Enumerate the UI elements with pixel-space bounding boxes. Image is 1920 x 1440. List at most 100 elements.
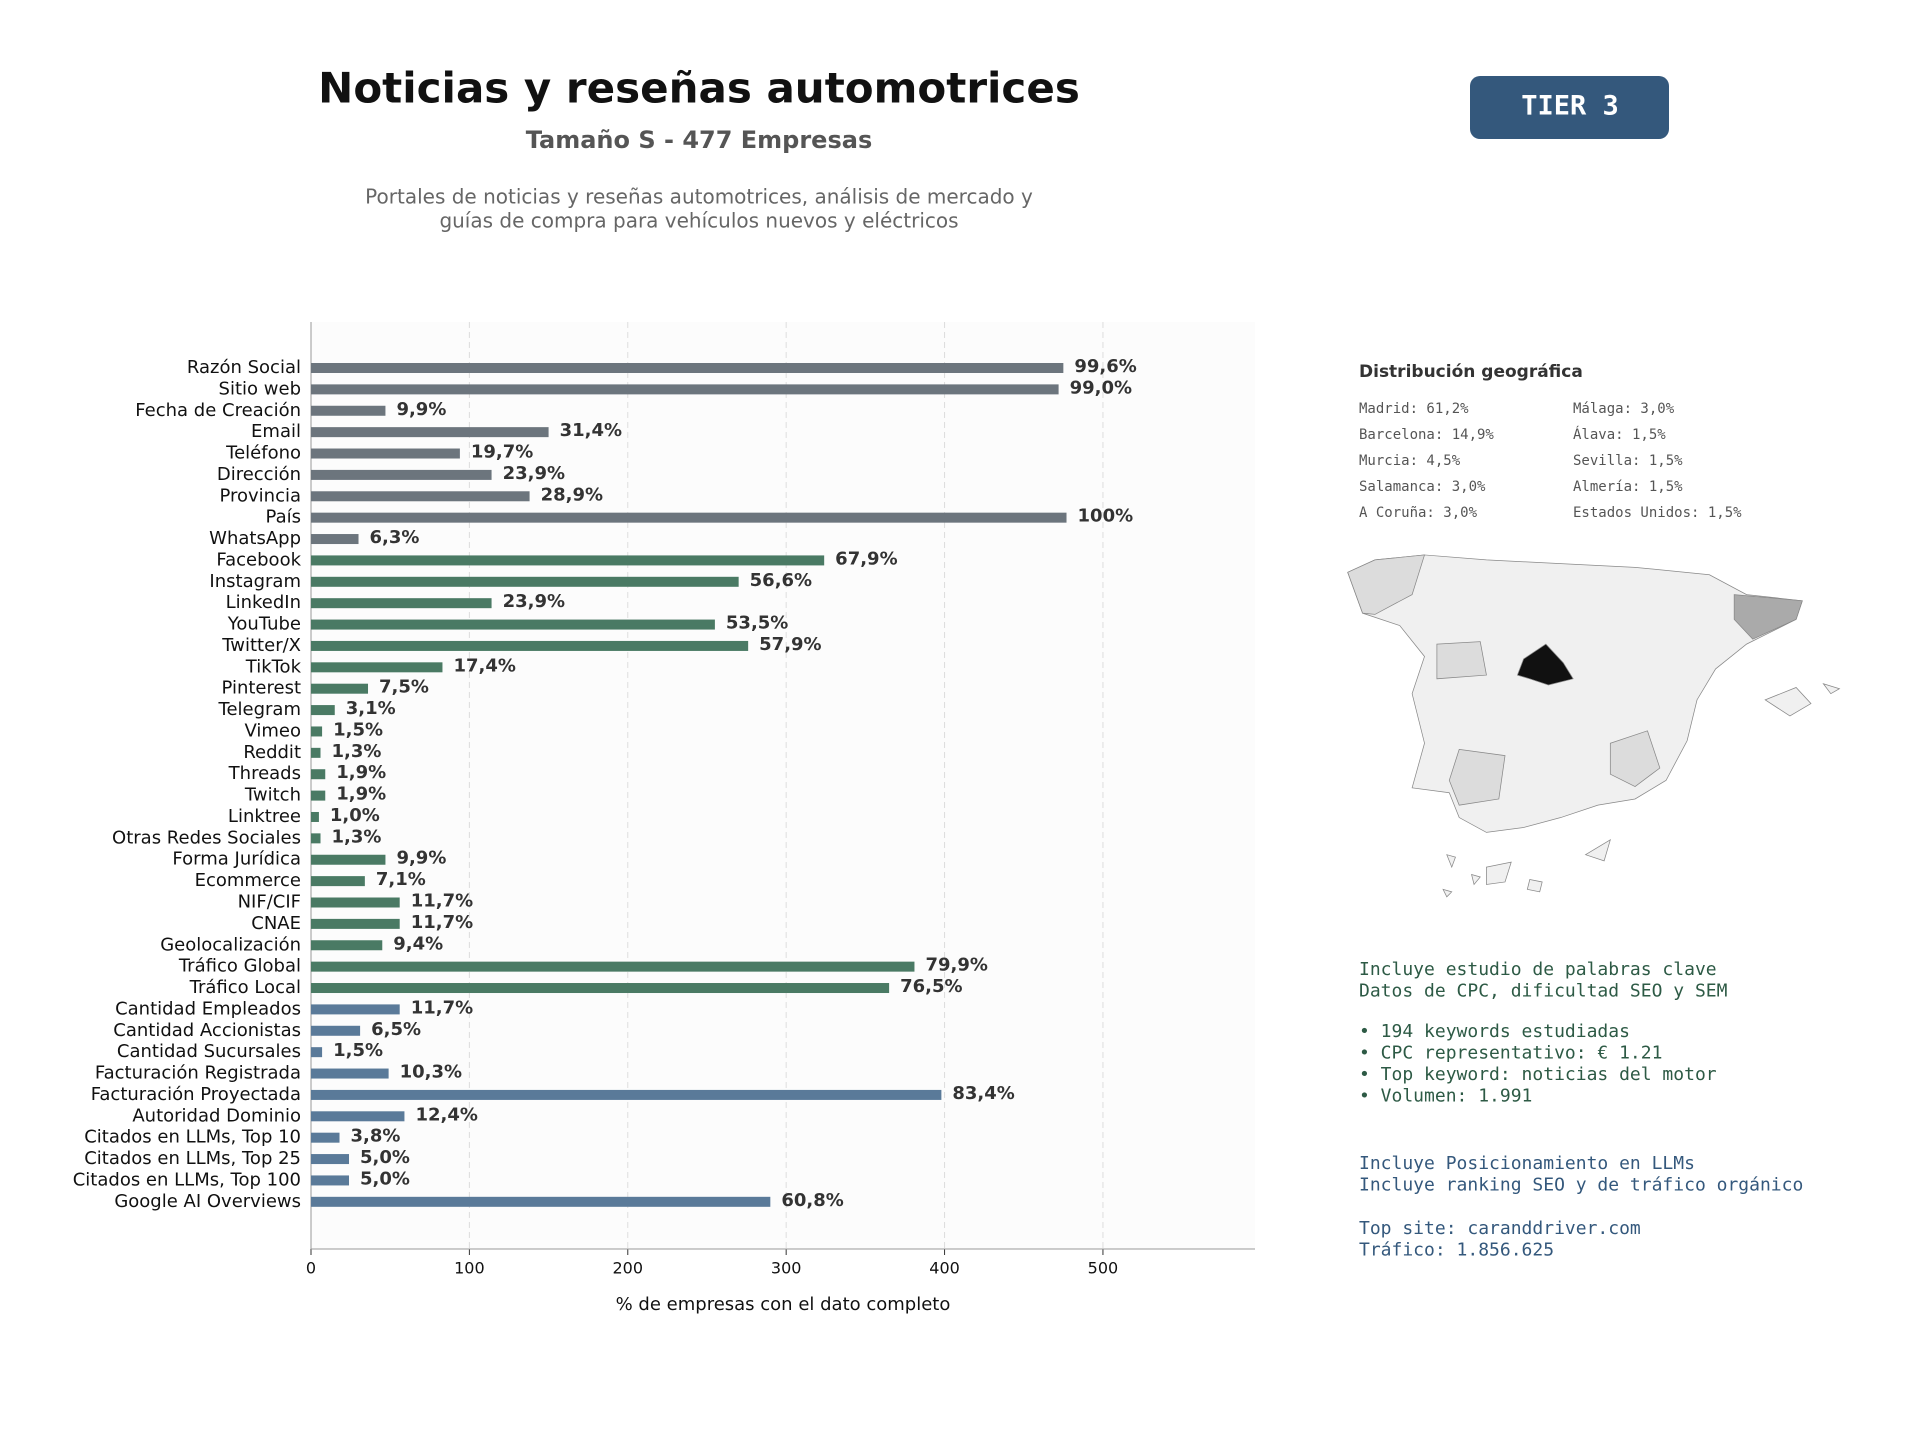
- bar: [311, 897, 400, 908]
- bar: [311, 619, 715, 630]
- geo-item: A Coruña: 3,0%: [1359, 505, 1478, 521]
- description: guías de compra para vehículos nuevos y …: [439, 209, 958, 233]
- value-label: 79,9%: [925, 955, 987, 976]
- map: [1347, 554, 1841, 898]
- bar: [311, 1025, 361, 1036]
- bar: [311, 640, 749, 651]
- value-label: 3,1%: [346, 698, 396, 719]
- bar: [311, 769, 326, 780]
- title: Noticias y reseñas automotrices: [318, 64, 1080, 113]
- value-label: 31,4%: [560, 420, 622, 441]
- bar: [311, 1089, 942, 1100]
- bar: [311, 384, 1059, 395]
- value-label: 1,5%: [333, 1040, 383, 1061]
- bar: [311, 726, 323, 737]
- panel-text: Incluye estudio de palabras clave: [1359, 959, 1717, 980]
- x-tick-label: 500: [1088, 1259, 1119, 1278]
- panel-text: • Top keyword: noticias del motor: [1359, 1064, 1717, 1085]
- geo-title: Distribución geográfica: [1359, 362, 1583, 382]
- bar: [311, 469, 492, 480]
- y-tick-label: Fecha de Creación: [135, 400, 301, 421]
- value-label: 9,9%: [396, 399, 446, 420]
- y-tick-label: YouTube: [227, 614, 301, 635]
- x-tick-label: 400: [929, 1259, 960, 1278]
- value-label: 5,0%: [360, 1147, 410, 1168]
- value-label: 1,3%: [332, 826, 382, 847]
- value-label: 100%: [1078, 506, 1134, 527]
- value-label: 60,8%: [781, 1190, 843, 1211]
- y-tick-label: Instagram: [209, 571, 301, 592]
- value-label: 1,9%: [336, 762, 386, 783]
- value-label: 6,5%: [371, 1019, 421, 1040]
- bar: [311, 598, 492, 609]
- value-label: 1,9%: [336, 784, 386, 805]
- y-tick-label: Forma Jurídica: [172, 849, 301, 870]
- value-label: 7,5%: [379, 677, 429, 698]
- bar: [311, 427, 549, 438]
- y-tick-label: Cantidad Accionistas: [113, 1020, 301, 1041]
- y-tick-label: Cantidad Empleados: [115, 998, 301, 1019]
- bar: [311, 683, 369, 694]
- bar: [311, 811, 319, 822]
- y-tick-label: Facturación Registrada: [95, 1063, 301, 1084]
- y-tick-label: Telegram: [218, 699, 301, 720]
- geo-item: Álava: 1,5%: [1573, 426, 1666, 443]
- bar: [311, 918, 400, 929]
- bar: [311, 363, 1064, 373]
- y-tick-label: Geolocalización: [160, 934, 301, 955]
- y-tick-label: WhatsApp: [209, 528, 301, 549]
- y-tick-label: Autoridad Dominio: [132, 1105, 301, 1126]
- bar: [311, 1175, 350, 1186]
- y-tick-label: Otras Redes Sociales: [112, 827, 301, 848]
- y-tick-label: Vimeo: [244, 720, 301, 741]
- bar: [311, 747, 321, 758]
- value-label: 23,9%: [503, 591, 565, 612]
- description: Portales de noticias y reseñas automotri…: [365, 185, 1033, 209]
- value-label: 57,9%: [759, 634, 821, 655]
- value-label: 1,0%: [330, 805, 380, 826]
- bar: [311, 833, 321, 844]
- panel-text: Incluye ranking SEO y de tráfico orgánic…: [1359, 1175, 1803, 1196]
- y-tick-label: Tráfico Global: [178, 956, 301, 977]
- y-tick-label: Facturación Proyectada: [91, 1084, 301, 1105]
- y-tick-label: Teléfono: [225, 443, 301, 464]
- value-label: 19,7%: [471, 442, 533, 463]
- bar: [311, 555, 825, 566]
- bar: [311, 1111, 405, 1122]
- y-tick-label: Citados en LLMs, Top 10: [84, 1127, 301, 1148]
- bar: [311, 491, 530, 502]
- bar: [311, 1154, 350, 1165]
- bar: [311, 1047, 323, 1058]
- value-label: 11,7%: [411, 891, 473, 912]
- y-tick-label: Pinterest: [221, 678, 301, 699]
- value-label: 11,7%: [411, 912, 473, 933]
- x-axis-label: % de empresas con el dato completo: [616, 1294, 951, 1315]
- bar: [311, 1196, 771, 1207]
- value-label: 1,3%: [332, 741, 382, 762]
- bar: [311, 448, 460, 459]
- value-label: 9,4%: [393, 933, 443, 954]
- bar: [311, 576, 739, 587]
- y-tick-label: Provincia: [219, 485, 301, 506]
- subtitle: Tamaño S - 477 Empresas: [526, 126, 872, 154]
- bar: [311, 1068, 389, 1079]
- value-label: 6,3%: [370, 527, 420, 548]
- bar: [311, 1132, 340, 1143]
- value-label: 7,1%: [376, 869, 426, 890]
- y-tick-label: Threads: [228, 763, 301, 784]
- bar: [311, 940, 383, 951]
- value-label: 23,9%: [503, 463, 565, 484]
- y-tick-label: Citados en LLMs, Top 25: [84, 1148, 301, 1169]
- bar: [311, 961, 915, 972]
- badge: TIER 3: [1521, 91, 1619, 122]
- panel-text: Datos de CPC, dificultad SEO y SEM: [1359, 981, 1728, 1002]
- value-label: 67,9%: [835, 548, 897, 569]
- geo-item: Murcia: 4,5%: [1359, 453, 1461, 469]
- geo-item: Málaga: 3,0%: [1573, 401, 1675, 417]
- value-label: 53,5%: [726, 613, 788, 634]
- geo-item: Madrid: 61,2%: [1359, 401, 1469, 417]
- value-label: 9,9%: [396, 848, 446, 869]
- y-tick-label: Linktree: [228, 806, 301, 827]
- geo-item: Salamanca: 3,0%: [1359, 479, 1486, 495]
